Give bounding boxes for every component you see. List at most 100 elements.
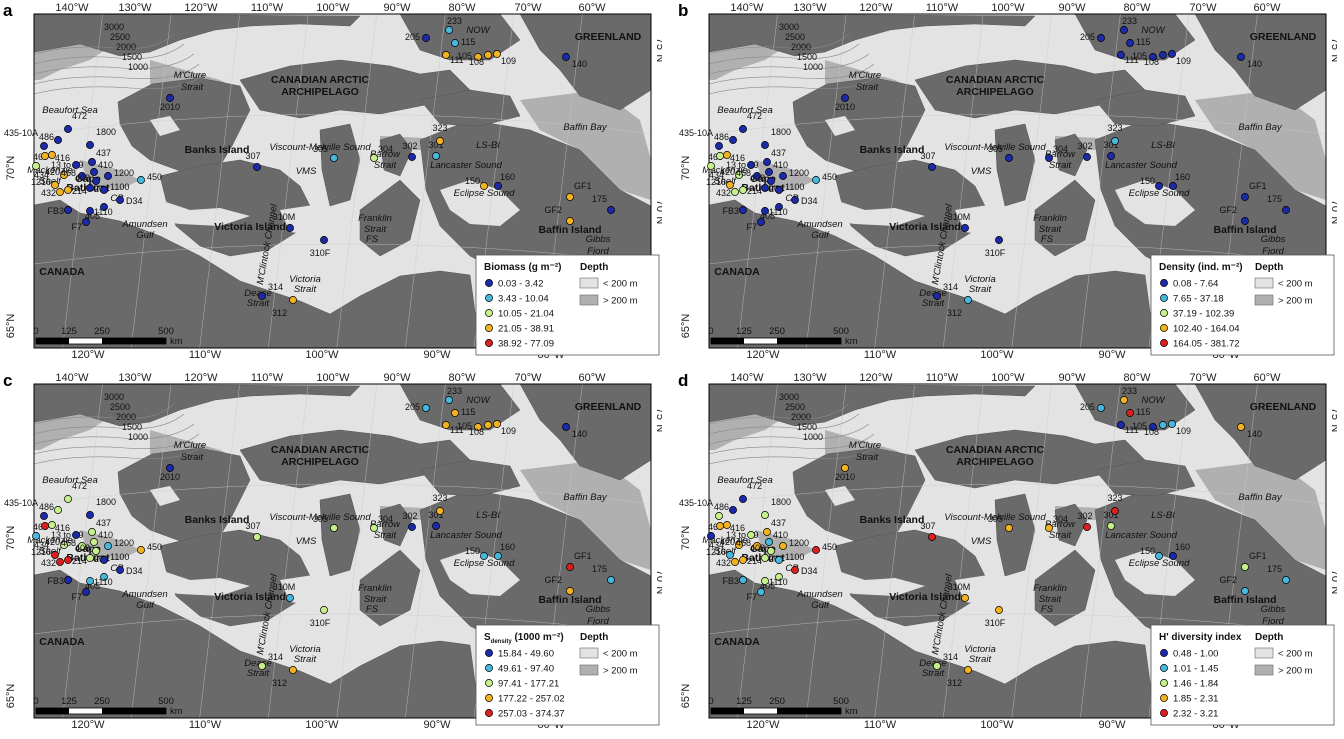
station-label: 408 <box>750 173 765 183</box>
place-name-italic: Gibbs <box>1261 604 1286 615</box>
scale-bar-tick: 500 <box>158 326 174 337</box>
station-marker <box>100 573 108 581</box>
isobath-line <box>709 43 860 65</box>
place-name-italic: LS-BI <box>1151 510 1175 521</box>
lon-label-top: 130°W <box>793 372 827 384</box>
place-name-italic: Eclipse Sound <box>454 188 515 199</box>
station-marker <box>493 50 501 58</box>
station-label: F7 <box>71 222 82 232</box>
station-label: 175 <box>1267 564 1282 574</box>
station-label: 1110 <box>94 577 113 587</box>
graticule-line <box>336 384 377 718</box>
station-label: GF1 <box>574 551 592 561</box>
depth-legend-swatch <box>1254 647 1274 659</box>
station-marker <box>1149 423 1157 431</box>
prince-of-wales <box>319 123 361 207</box>
lon-label-top: 110°W <box>926 2 959 14</box>
station-label: 405 <box>85 211 100 221</box>
shallow-channel <box>260 136 290 156</box>
station-marker <box>64 556 72 564</box>
station-label: 468 <box>61 538 76 548</box>
scale-bar-tick: 0 <box>708 696 713 707</box>
legend-title: Density (ind. m⁻²) <box>1159 262 1243 273</box>
place-name-bold: Banks Island <box>185 514 250 526</box>
graticule-line <box>130 384 172 718</box>
isobath-label: 1000 <box>803 432 823 442</box>
place-name-italic: Amundsen <box>121 589 167 600</box>
isobath-line <box>34 433 200 455</box>
station-label: 408 <box>75 543 90 553</box>
station-label: 13 to 29 <box>51 160 84 170</box>
map-border <box>33 383 652 719</box>
station-marker <box>757 218 765 226</box>
isobath-line <box>34 53 195 75</box>
scale-bar-seg <box>711 708 744 714</box>
ellesmere <box>1074 384 1196 431</box>
station-marker <box>432 152 440 160</box>
station-marker <box>739 495 747 503</box>
lon-label-top: 60°W <box>578 2 606 14</box>
station-label: 1100 <box>785 182 804 192</box>
station-marker <box>1241 587 1249 595</box>
lat-label-right: 75°N <box>1329 38 1337 63</box>
station-label: 434 <box>34 170 49 180</box>
depth-legend-swatch <box>579 277 599 289</box>
station-label: 304 <box>1053 514 1068 524</box>
place-name-italic: Strait <box>856 452 879 463</box>
graticule-line <box>1011 384 1052 718</box>
station-label: 405 <box>760 581 775 591</box>
place-name-italic: Strait <box>247 298 270 309</box>
station-label: 109 <box>1176 426 1191 436</box>
lon-label-top: 70°W <box>514 2 542 14</box>
station-label: 460 <box>33 152 48 162</box>
station-marker <box>761 141 769 149</box>
station-marker <box>735 171 743 179</box>
station-label: 437 <box>771 148 786 158</box>
devon-island <box>419 89 521 127</box>
station-label: 233 <box>447 386 462 396</box>
place-name-italic: Baffin Bay <box>1238 122 1283 133</box>
isobath-line <box>709 443 880 465</box>
station-label: 111 <box>450 425 464 435</box>
station-marker <box>64 576 72 584</box>
graticule-line <box>405 384 446 718</box>
isobath-label: 3000 <box>104 22 124 32</box>
lat-label-right: 70°N <box>1329 570 1337 595</box>
scale-bar-tick: 125 <box>61 326 77 337</box>
place-name-bold: GREENLAND <box>575 31 642 43</box>
station-label: 310F <box>985 618 1006 628</box>
isobath-label: 2000 <box>116 42 136 52</box>
station-label: 432 <box>716 558 731 568</box>
station-label: 205 <box>405 32 420 42</box>
station-marker <box>445 396 453 404</box>
place-name-italic: Strait <box>1049 160 1072 171</box>
depth-legend-label: > 200 m <box>603 666 638 677</box>
panel-letter: c <box>3 371 12 390</box>
station-label: 486 <box>39 502 54 512</box>
legend-marker <box>1160 664 1168 672</box>
station-marker <box>1117 51 1125 59</box>
isobath-label: 3000 <box>779 22 799 32</box>
place-name-italic: Strait <box>374 160 397 171</box>
isobath-line <box>709 53 870 75</box>
station-label: 175 <box>1267 194 1282 204</box>
mainland <box>709 569 1156 718</box>
place-name-bold: GREENLAND <box>575 401 642 413</box>
station-marker <box>779 542 787 550</box>
graticule-line <box>199 14 240 348</box>
place-name-italic: Viscount-Melville Sound <box>269 142 371 153</box>
station-marker <box>72 161 80 169</box>
shallow-channel <box>955 204 1015 236</box>
isobath-line <box>709 433 875 455</box>
baffin-bay-deep <box>1195 90 1326 200</box>
graticule-line <box>62 14 103 348</box>
station-marker <box>761 577 769 585</box>
lon-label-top: 120°W <box>184 372 218 384</box>
station-marker <box>56 558 64 566</box>
lon-label-top: 90°W <box>383 2 411 14</box>
station-label: 301 <box>1103 140 1118 150</box>
station-marker <box>442 51 450 59</box>
station-label: 307 <box>245 521 260 531</box>
